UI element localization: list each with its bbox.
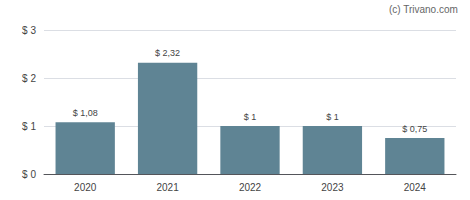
svg-text:$ 2: $ 2	[22, 73, 36, 84]
svg-text:$ 0: $ 0	[22, 169, 36, 180]
svg-text:$ 2,32: $ 2,32	[155, 48, 180, 58]
svg-text:(c) Trivano.com: (c) Trivano.com	[389, 4, 458, 15]
svg-text:2020: 2020	[74, 182, 97, 193]
svg-text:2021: 2021	[156, 182, 179, 193]
svg-text:$ 1,08: $ 1,08	[73, 108, 98, 118]
svg-text:$ 0,75: $ 0,75	[402, 124, 427, 134]
svg-text:2023: 2023	[321, 182, 344, 193]
svg-text:2022: 2022	[239, 182, 262, 193]
svg-text:$ 3: $ 3	[22, 25, 36, 36]
svg-text:$ 1: $ 1	[326, 112, 339, 122]
svg-text:$ 1: $ 1	[22, 121, 36, 132]
svg-text:$ 1: $ 1	[244, 112, 257, 122]
svg-text:2024: 2024	[404, 182, 427, 193]
